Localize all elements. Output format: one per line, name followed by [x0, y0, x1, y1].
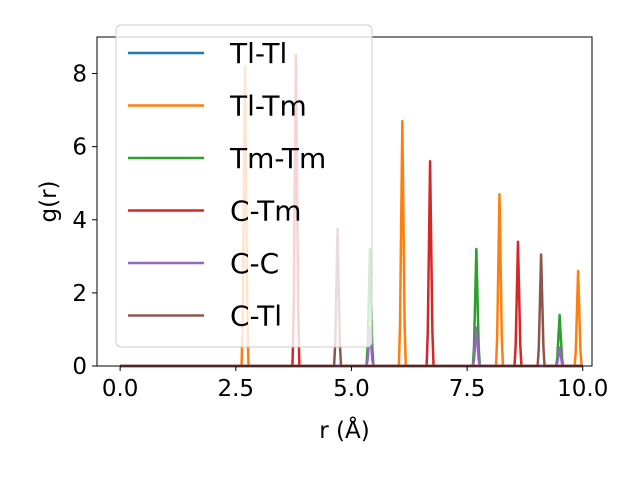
- x-tick-label: 2.5: [217, 376, 254, 402]
- x-tick-label: 10.0: [557, 376, 608, 402]
- legend-label: Tm-Tm: [229, 142, 326, 175]
- legend-label: Tl-Tm: [229, 90, 307, 123]
- legend-label: C-Tl: [230, 300, 282, 333]
- legend-label: C-C: [230, 247, 279, 280]
- y-axis-ticks: 0 2 4 6 8: [72, 62, 97, 380]
- y-tick-label: 6: [72, 135, 87, 161]
- y-tick-label: 4: [72, 208, 87, 234]
- x-tick-label: 7.5: [449, 376, 486, 402]
- y-tick-label: 2: [72, 281, 87, 307]
- x-tick-label: 0.0: [102, 376, 139, 402]
- x-axis-label: r (Å): [319, 416, 369, 444]
- legend-label: C-Tm: [230, 195, 301, 228]
- legend-label: Tl-Tl: [229, 37, 287, 70]
- x-tick-label: 5.0: [333, 376, 370, 402]
- y-axis-label: g(r): [36, 180, 62, 222]
- legend: Tl-Tl Tl-Tm Tm-Tm C-Tm C-C C-Tl: [115, 24, 373, 348]
- x-axis-ticks: 0.0 2.5 5.0 7.5 10.0: [102, 366, 608, 402]
- y-tick-label: 0: [72, 354, 87, 380]
- y-tick-label: 8: [72, 62, 87, 88]
